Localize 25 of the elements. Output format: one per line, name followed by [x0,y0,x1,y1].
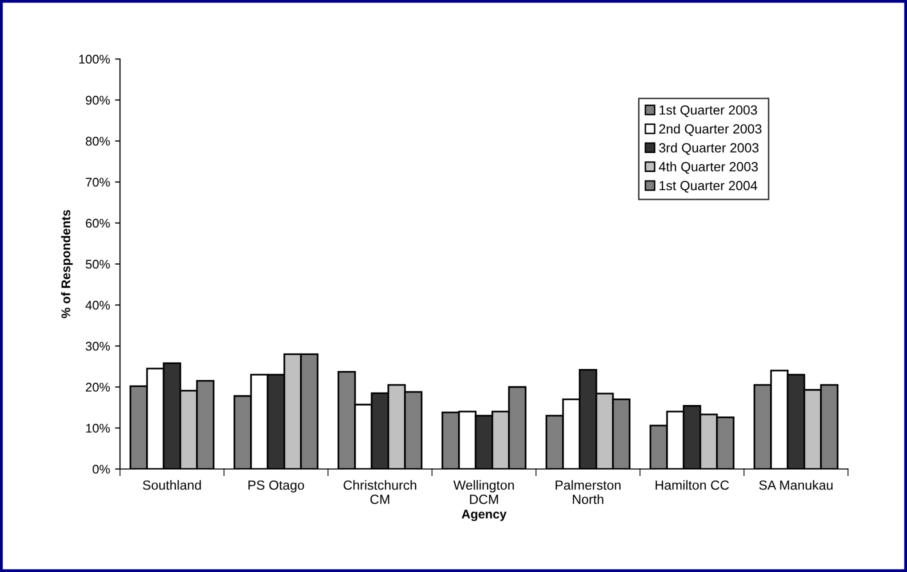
y-tick-label: 40% [86,300,110,310]
y-tick-label: 100% [79,54,110,64]
x-tick-label: SA Manukau [759,480,833,490]
x-tick-label: Hamilton CC [656,480,729,490]
legend-label: 1st Quarter 2004 [660,180,758,193]
x-tick-label: Wellington DCM [453,480,514,504]
y-tick-label: 90% [86,96,110,105]
legend-label: 2nd Quarter 2003 [659,124,762,136]
legend-label: 1st Quarter 2003 [660,105,758,118]
y-tick-label: 30% [86,342,110,351]
y-axis-title: % of Respondents [61,210,73,318]
y-tick-label: 70% [86,178,110,187]
y-tick-label: 20% [86,382,110,392]
y-tick-label: 80% [86,136,110,146]
y-tick-label: 50% [86,260,110,269]
x-tick-label: PS Otago [248,480,304,492]
x-tick-label: Southland [142,480,201,490]
y-tick-label: 60% [86,218,110,228]
y-tick-label: 0% [92,464,110,474]
x-tick-label: Palmerston North [556,480,621,504]
legend-label: 4th Quarter 2003 [658,162,758,174]
x-axis-title: Agency [462,510,507,522]
x-tick-label: Christchurch CM [344,480,416,504]
y-tick-label: 10% [86,424,110,433]
legend-label: 3rd Quarter 2003 [659,142,758,155]
